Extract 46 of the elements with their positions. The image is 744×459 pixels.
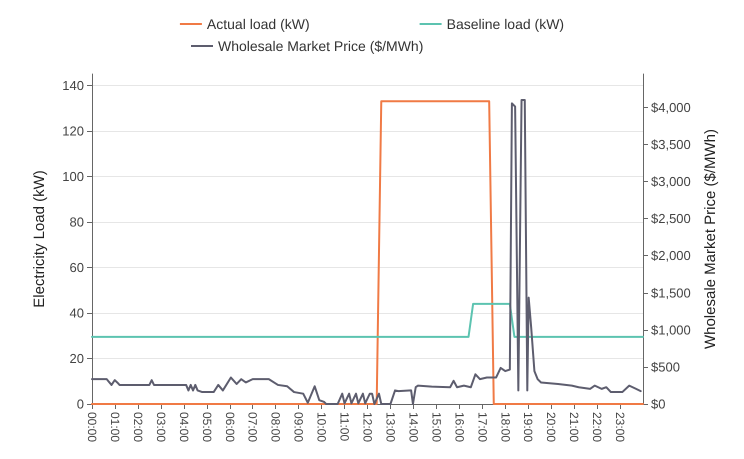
y-tick-label: 100: [62, 168, 84, 184]
x-tick-label: 19:00: [521, 412, 536, 442]
x-tick-label: 20:00: [544, 412, 558, 442]
x-tick-label: 14:00: [406, 412, 420, 442]
y2-axis-title: Wholesale Market Price ($/MWh): [702, 128, 719, 350]
x-tick-label: 09:00: [292, 412, 306, 442]
legend-label: Actual load (kW): [206, 16, 310, 32]
y2-tick-label: $2,000: [651, 248, 691, 264]
y2-tick-label: $0: [651, 396, 666, 412]
x-tick-label: 03:00: [154, 412, 168, 442]
y2-tick-label: $2,500: [651, 211, 691, 226]
y-tick-label: 20: [70, 350, 84, 366]
x-tick-label: 08:00: [268, 412, 283, 442]
x-tick-label: 12:00: [360, 412, 374, 442]
legend-label: Wholesale Market Price ($/MWh): [218, 38, 424, 54]
x-tick-label: 02:00: [130, 412, 145, 442]
y-tick-label: 40: [70, 305, 84, 320]
x-tick-label: 22:00: [590, 412, 604, 442]
y-tick-label: 80: [70, 214, 84, 230]
x-tick-label: 15:00: [429, 412, 444, 442]
y2-tick-label: $1,000: [651, 322, 691, 338]
x-tick-label: 05:00: [200, 412, 214, 442]
y2-tick-label: $1,500: [651, 285, 691, 300]
y-tick-label: 140: [62, 78, 84, 93]
y-axis-title: Electricity Load (kW): [31, 170, 48, 308]
y2-tick-label: $4,000: [651, 100, 691, 115]
legend-label: Baseline load (kW): [446, 16, 564, 32]
x-tick-label: 13:00: [383, 412, 398, 442]
x-tick-label: 00:00: [85, 412, 99, 442]
x-tick-label: 10:00: [314, 412, 329, 442]
x-tick-label: 16:00: [452, 412, 466, 442]
y-tick-label: 120: [62, 123, 84, 138]
x-tick-label: 21:00: [567, 412, 582, 442]
x-tick-label: 07:00: [246, 412, 260, 442]
x-tick-label: 18:00: [498, 412, 512, 442]
x-tick-label: 04:00: [176, 412, 191, 442]
y-tick-label: 60: [70, 260, 84, 275]
x-tick-label: 06:00: [222, 412, 237, 442]
y2-tick-label: $3,500: [651, 136, 691, 152]
y-tick-label: 0: [76, 396, 84, 412]
x-tick-label: 17:00: [475, 412, 490, 442]
y2-tick-label: $500: [651, 359, 680, 374]
x-tick-label: 01:00: [108, 412, 122, 442]
x-tick-label: 11:00: [338, 412, 352, 442]
x-tick-label: 23:00: [613, 412, 628, 442]
y2-tick-label: $3,000: [651, 174, 691, 190]
